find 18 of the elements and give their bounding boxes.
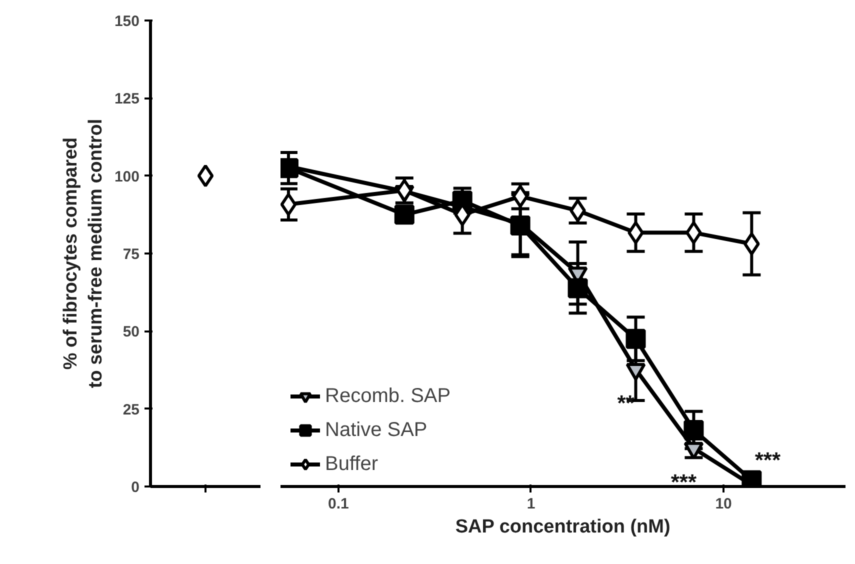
x-tick-label: 0.1 <box>328 496 349 512</box>
annotation: *** <box>754 447 781 472</box>
y-tick-label: 50 <box>122 324 140 341</box>
legend-label: Buffer <box>325 452 378 476</box>
y-tick-label: 75 <box>122 246 140 263</box>
y-axis-title: % of fibrocytes compared to serum-free medium control <box>60 118 106 388</box>
legend-label: Recomb. SAP <box>325 384 451 408</box>
annotation: *** <box>670 469 697 494</box>
x-tick-label: 1 <box>526 496 536 512</box>
y-tick-label: 25 <box>122 401 140 418</box>
y-tick-label: 0 <box>131 479 140 496</box>
x-axis-title: SAP concentration (nM) <box>455 516 670 538</box>
y-tick-label: 125 <box>114 90 140 108</box>
y-tick-label: 100 <box>114 168 140 186</box>
y-tick-label: 150 <box>114 13 140 30</box>
x-tick-label: 10 <box>715 496 732 512</box>
annotation: ** <box>617 390 635 416</box>
legend-label: Native SAP <box>325 418 428 442</box>
